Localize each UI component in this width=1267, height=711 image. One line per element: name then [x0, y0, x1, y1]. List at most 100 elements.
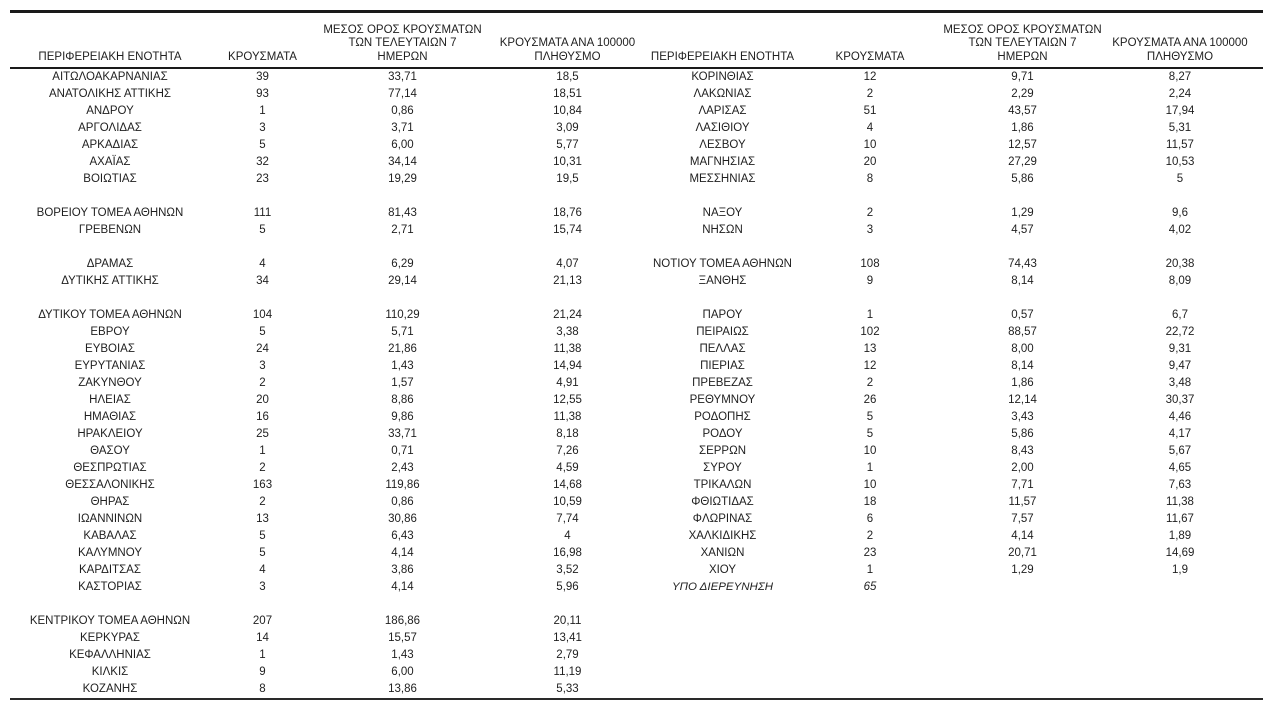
filler-cell [1255, 494, 1263, 511]
per100k-cell [1105, 647, 1255, 664]
avg7-cell: 21,86 [388, 343, 417, 355]
cases-cell: 13 [863, 343, 877, 355]
table-row: ΖΑΚΥΝΘΟΥ 2 1,57 4,91 ΠΡΕΒΕΖΑΣ 2 1,86 3,48 [10, 375, 1263, 392]
per100k-cell: 5,77 [556, 139, 579, 151]
filler-cell [1255, 358, 1263, 375]
per100k-cell: 12,55 [553, 394, 582, 406]
cases-cell: 6 [866, 513, 874, 525]
region-cell: ΔΥΤΙΚΗΣ ΑΤΤΙΚΗΣ [61, 275, 159, 287]
cases-cell: 20 [863, 156, 877, 168]
avg7-cell: 33,71 [388, 428, 417, 440]
per100k-cell: 1,9 [1172, 564, 1188, 576]
avg7-cell: 3,86 [391, 564, 414, 576]
cases-cell [800, 596, 940, 613]
filler-cell [1255, 664, 1263, 681]
region-cell: ΤΡΙΚΑΛΩΝ [693, 479, 752, 491]
cases-cell [800, 613, 940, 630]
per100k-cell: 3,38 [556, 326, 579, 338]
per100k-cell: 16,98 [553, 547, 582, 559]
cases-cell: 2 [866, 207, 874, 219]
region-cell: ΥΠΟ ΔΙΕΡΕΥΝΗΣΗ [671, 581, 774, 593]
region-cell [10, 188, 210, 205]
avg7-cell: 0,71 [391, 445, 414, 457]
per100k-cell: 3,09 [556, 122, 579, 134]
filler-cell [1255, 681, 1263, 698]
region-cell [645, 613, 800, 630]
table-header-row: ΠΕΡΙΦΕΡΕΙΑΚΗ ΕΝΟΤΗΤΑ ΚΡΟΥΣΜΑΤΑ ΜΕΣΟΣ ΟΡΟ… [10, 13, 1263, 69]
filler-cell [1255, 426, 1263, 443]
table-row [10, 596, 1263, 613]
region-cell [645, 188, 800, 205]
filler-cell [1255, 154, 1263, 171]
cases-cell: 10 [863, 479, 877, 491]
table-row: ΘΗΡΑΣ 2 0,86 10,59 ΦΘΙΩΤΙΔΑΣ 18 11,57 11,38 [10, 494, 1263, 511]
avg7-cell: 1,86 [1011, 377, 1034, 389]
region-cell: ΛΑΣΙΘΙΟΥ [695, 122, 750, 134]
cases-cell: 10 [863, 139, 877, 151]
per100k-cell [1105, 579, 1255, 596]
region-cell: ΕΥΡΥΤΑΝΙΑΣ [74, 360, 146, 372]
region-cell: ΧΑΝΙΩΝ [700, 547, 745, 559]
region-cell [645, 239, 800, 256]
table-row: ΔΥΤΙΚΗΣ ΑΤΤΙΚΗΣ 34 29,14 21,13 ΞΑΝΘΗΣ 9 8,14 8,… [10, 273, 1263, 290]
avg7-cell: 8,43 [1011, 445, 1034, 457]
per100k-cell: 4,02 [1168, 224, 1192, 236]
region-cell: ΗΛΕΙΑΣ [89, 394, 131, 406]
region-cell: ΧΙΟΥ [708, 564, 737, 576]
per100k-cell: 11,57 [1166, 139, 1194, 151]
cases-cell [210, 596, 315, 613]
header-avg7-left: ΜΕΣΟΣ ΟΡΟΣ ΚΡΟΥΣΜΑΤΩΝ ΤΩΝ ΤΕΛΕΥΤΑΙΩΝ 7 Η… [323, 23, 482, 63]
avg7-cell: 74,43 [1008, 258, 1037, 270]
avg7-cell: 2,43 [391, 462, 414, 474]
avg7-cell [315, 188, 490, 205]
cases-cell: 93 [256, 88, 269, 100]
table-row: ΚΕΦΑΛΛΗΝΙΑΣ 1 1,43 2,79 [10, 647, 1263, 664]
filler-cell [1255, 460, 1263, 477]
per100k-cell: 11,38 [553, 411, 582, 423]
table-row: ΚΑΒΑΛΑΣ 5 6,43 4 ΧΑΛΚΙΔΙΚΗΣ 2 4,14 1,89 [10, 528, 1263, 545]
filler-cell [1255, 630, 1263, 647]
filler-cell [1255, 273, 1263, 290]
per100k-cell: 21,13 [553, 275, 582, 287]
region-cell: ΘΗΡΑΣ [90, 496, 130, 508]
avg7-cell: 11,57 [1008, 496, 1037, 508]
region-cell: ΡΟΔΟΥ [702, 428, 743, 440]
per100k-cell [1105, 681, 1255, 698]
avg7-cell: 4,57 [1011, 224, 1034, 236]
cases-cell: 16 [256, 411, 269, 423]
cases-cell: 4 [259, 564, 266, 576]
per100k-cell: 14,69 [1165, 547, 1195, 559]
avg7-cell: 186,86 [384, 615, 421, 627]
region-cell: ΣΥΡΟΥ [703, 462, 742, 474]
per100k-cell: 18,51 [553, 88, 582, 100]
region-cell: ΦΛΩΡΙΝΑΣ [692, 513, 753, 525]
table-row: ΚΑΣΤΟΡΙΑΣ 3 4,14 5,96 ΥΠΟ ΔΙΕΡΕΥΝΗΣΗ 65 [10, 579, 1263, 596]
header-per100k-left: ΚΡΟΥΣΜΑΤΑ ΑΝΑ 100000 ΠΛΗΘΥΣΜΟ [499, 37, 636, 63]
cases-cell [800, 290, 940, 307]
per100k-cell: 4,59 [556, 462, 579, 474]
cases-cell [800, 239, 940, 256]
per100k-cell: 8,09 [1168, 275, 1192, 287]
cases-cell [210, 290, 315, 307]
avg7-cell [940, 579, 1105, 596]
cases-cell: 1 [259, 445, 266, 457]
per100k-cell: 6,7 [1172, 309, 1188, 321]
top-rule [10, 10, 1263, 13]
per100k-cell: 5,33 [556, 683, 579, 695]
table-row: ΚΕΡΚΥΡΑΣ 14 15,57 13,41 [10, 630, 1263, 647]
per100k-cell [490, 596, 645, 613]
region-cell: ΡΟΔΟΠΗΣ [694, 411, 751, 423]
table-row: ΚΑΛΥΜΝΟΥ 5 4,14 16,98 ΧΑΝΙΩΝ 23 20,71 14,69 [10, 545, 1263, 562]
cases-cell: 2 [259, 496, 266, 508]
table-body: ΑΙΤΩΛΟΑΚΑΡΝΑΝΙΑΣ 39 33,71 18,5 ΚΟΡΙΝΘΙΑΣ 12 9,… [10, 69, 1263, 698]
region-cell [645, 630, 800, 647]
avg7-cell: 110,29 [385, 309, 420, 321]
region-cell [645, 596, 800, 613]
avg7-cell: 13,86 [388, 683, 417, 695]
cases-cell: 3 [259, 581, 266, 593]
per100k-cell: 10,31 [553, 156, 582, 168]
per100k-cell: 17,94 [1165, 105, 1195, 117]
per100k-cell: 20,38 [1165, 258, 1195, 270]
region-cell: ΛΕΣΒΟΥ [699, 139, 746, 151]
avg7-cell: 27,29 [1008, 156, 1037, 168]
